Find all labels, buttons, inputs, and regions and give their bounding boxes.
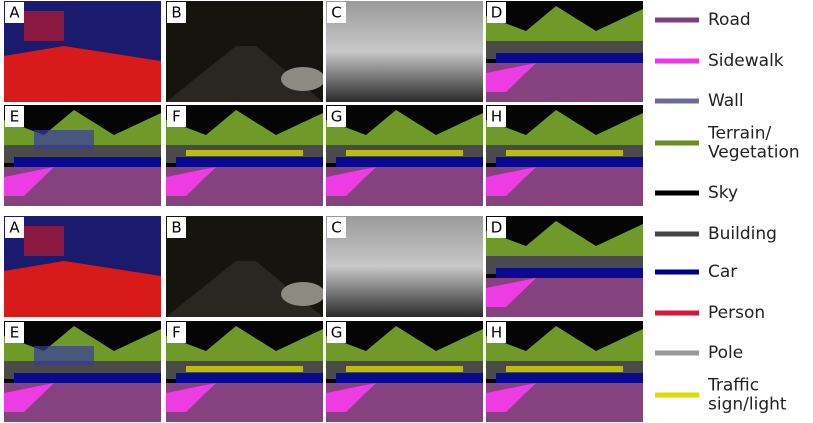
legend-label: Car (708, 262, 737, 282)
legend-swatch (655, 99, 699, 104)
panel-label: E (10, 324, 19, 342)
legend-item: Building (655, 224, 777, 244)
panel-label: F (172, 108, 181, 126)
legend-label: Terrain/ (707, 124, 772, 144)
scene (166, 216, 325, 317)
panel: G (326, 321, 483, 422)
legend-swatch (655, 191, 699, 196)
panel-label: G (331, 108, 343, 126)
noise (34, 130, 94, 150)
panel: H (486, 105, 643, 206)
scene (486, 216, 643, 317)
legend-item: Road (655, 10, 751, 30)
panel-label: H (491, 324, 502, 342)
legend-label: Person (708, 303, 765, 323)
events-top (24, 226, 64, 256)
panel-label: E (10, 108, 19, 126)
legend-item: Person (655, 303, 765, 323)
legend-item: Sky (655, 183, 738, 203)
legend-swatch (655, 232, 699, 237)
legend-swatch (655, 141, 699, 146)
scene (326, 105, 483, 206)
legend-label: Sidewalk (708, 51, 784, 71)
signs (506, 150, 623, 156)
panel: C (326, 1, 483, 102)
panel: E (4, 105, 161, 206)
scene (486, 105, 643, 206)
events-top (24, 11, 64, 41)
legend-label: Vegetation (708, 143, 800, 163)
panel-label: G (331, 324, 343, 342)
panel-label: B (171, 219, 181, 237)
panel: B (166, 216, 325, 317)
panel: H (486, 321, 643, 422)
legend-item: Pole (655, 343, 743, 363)
signs (186, 150, 303, 156)
legend-swatch (655, 18, 699, 23)
panel: C (326, 216, 483, 317)
scene (4, 1, 161, 102)
legend-item: Wall (655, 91, 744, 111)
legend-swatch (655, 351, 699, 356)
scene (486, 1, 643, 102)
signs (346, 366, 463, 372)
panel-label: D (491, 219, 503, 237)
figure: A B C D E F G H A B C D E F G H Road Sidewalk Wall Terrain/… (0, 0, 813, 423)
signs (346, 150, 463, 156)
scene (326, 321, 483, 422)
scene (4, 321, 161, 422)
panel: D (486, 1, 643, 102)
legend-label: sign/light (708, 395, 787, 415)
legend-label: Traffic (707, 376, 759, 396)
panel-label: B (171, 4, 181, 22)
legend-swatch (655, 270, 699, 275)
panel: A (4, 1, 161, 102)
scene (486, 321, 643, 422)
legend-item: Sidewalk (655, 51, 784, 71)
legend-label: Road (708, 10, 751, 30)
panel: G (326, 105, 483, 206)
scene (326, 216, 483, 317)
bg (326, 1, 483, 102)
car (281, 282, 325, 306)
signs (186, 366, 303, 372)
panel: E (4, 321, 161, 422)
panel-label: H (491, 108, 502, 126)
legend-label: Pole (708, 343, 743, 363)
legend-item: Terrain/Vegetation (655, 124, 800, 163)
scene (166, 105, 323, 206)
panel: D (486, 216, 643, 317)
scene (166, 321, 323, 422)
panel: F (166, 321, 323, 422)
legend-swatch (655, 393, 699, 398)
legend-label: Sky (708, 183, 738, 203)
panel: B (166, 1, 325, 102)
scene (4, 216, 161, 317)
panel-label: A (9, 4, 20, 22)
panel-label: F (172, 324, 181, 342)
scene (326, 1, 483, 102)
legend-swatch (655, 311, 699, 316)
car (281, 67, 325, 91)
bg (326, 216, 483, 317)
scene (4, 105, 161, 206)
panel: F (166, 105, 323, 206)
panel-label: D (491, 4, 503, 22)
signs (506, 366, 623, 372)
legend-label: Building (708, 224, 777, 244)
panel: A (4, 216, 161, 317)
legend-label: Wall (708, 91, 744, 111)
scene (166, 1, 325, 102)
panel-label: C (331, 4, 341, 22)
panel-label: C (331, 219, 341, 237)
legend-swatch (655, 59, 699, 64)
panel-label: A (9, 219, 20, 237)
legend-item: Car (655, 262, 737, 282)
noise (34, 346, 94, 366)
